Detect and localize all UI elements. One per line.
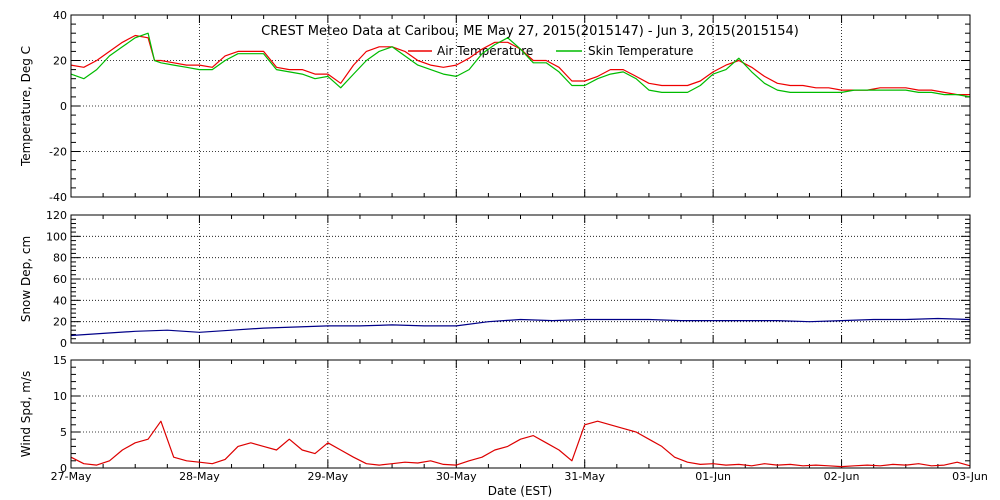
temperature-panel: -40 -20 0 20 40 Temperature, Deg C [19, 9, 971, 204]
y-tick-label: 60 [53, 273, 67, 286]
y-tick-label: 120 [46, 209, 67, 222]
legend-skin-label: Skin Temperature [588, 44, 693, 58]
x-tick-label: 01-Jun [695, 470, 731, 483]
series-line-0-1 [70, 32, 971, 98]
y-tick-label: 20 [53, 55, 67, 68]
chart-title: CREST Meteo Data at Caribou, ME May 27, … [261, 24, 799, 39]
y-tick-label: 80 [53, 252, 67, 265]
series-line-1-0 [70, 317, 971, 337]
x-tick-label: 28-May [179, 470, 220, 483]
y-tick-label: 40 [53, 9, 67, 22]
series-line-2-0 [70, 420, 971, 468]
y-tick-label: -40 [49, 191, 67, 204]
series-line-0-0 [70, 34, 970, 96]
y-tick-label: 5 [60, 426, 67, 439]
x-axis-label: Date (EST) [488, 484, 552, 498]
x-tick-label: 31-May [564, 470, 605, 483]
plot-frame [70, 14, 971, 198]
y-tick-label: 15 [53, 354, 67, 367]
x-tick-label: 29-May [307, 470, 348, 483]
y-tick-label: 0 [60, 100, 67, 113]
y-axis-label: Wind Spd, m/s [19, 371, 33, 457]
wind-speed-panel: 0 5 10 15 Wind Spd, m/s [19, 354, 971, 475]
x-tick-label: 03-Jun [952, 470, 988, 483]
y-tick-label: 100 [46, 230, 67, 243]
y-axis-label: Temperature, Deg C [19, 46, 33, 167]
plot-frame [70, 214, 971, 344]
y-axis-label: Snow Dep, cm [19, 236, 33, 322]
x-tick-label: 30-May [436, 470, 477, 483]
x-tick-label: 27-May [51, 470, 92, 483]
y-tick-label: 0 [60, 337, 67, 350]
y-tick-label: 40 [53, 294, 67, 307]
plot-frame [70, 359, 971, 469]
snow-depth-panel: 0 20 40 60 80 100 120 Snow Dep, cm [19, 209, 971, 350]
y-tick-label: 10 [53, 390, 67, 403]
legend: Air Temperature Skin Temperature [408, 44, 693, 58]
y-tick-label: -20 [49, 146, 67, 159]
y-tick-label: 0 [60, 462, 67, 475]
y-tick-label: 20 [53, 316, 67, 329]
x-tick-label: 02-Jun [824, 470, 860, 483]
